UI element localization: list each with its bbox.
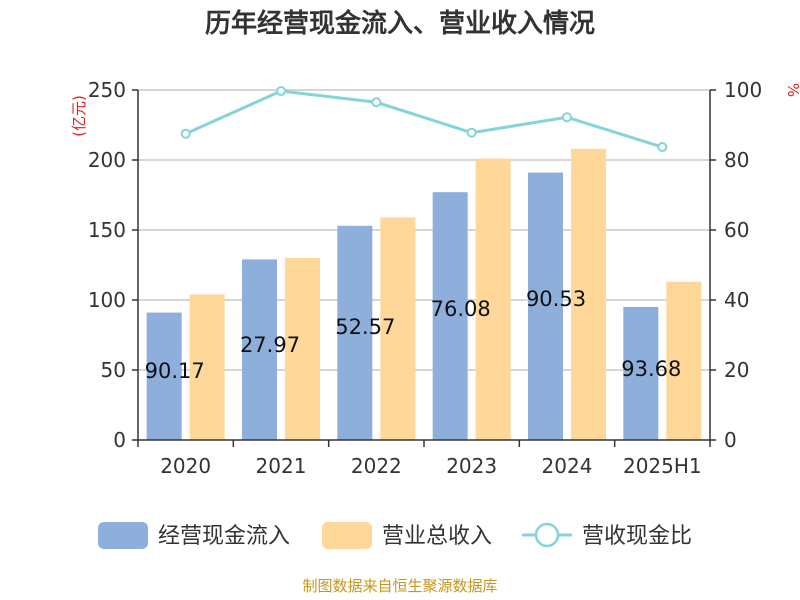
bar-revenue-2020 <box>189 294 225 440</box>
bar-revenue-2022 <box>380 217 416 440</box>
chart-title: 历年经营现金流入、营业收入情况 <box>205 8 595 39</box>
left-tick-label-100: 100 <box>88 288 126 312</box>
ratio-point-2022 <box>371 97 382 108</box>
bar-revenue-2021 <box>285 258 320 440</box>
ratio-point-2020 <box>180 128 191 139</box>
bar-revenue-2025H1 <box>666 281 702 440</box>
ratio-point-2024 <box>562 112 572 123</box>
legend-marker-ratio <box>534 522 560 548</box>
bar-cash-inflow-2025H1 <box>623 307 659 440</box>
right-tick-label-80: 80 <box>724 148 749 172</box>
left-tick-label-200: 200 <box>88 148 126 172</box>
right-tick-label-40: 40 <box>724 288 749 312</box>
data-label-2025H1: 93.68 <box>621 357 681 381</box>
axes: 0 50 100 150 200 250 0 20 40 60 80 100 2020 2021 2022 2… <box>88 78 762 478</box>
data-label-2021: 27.97 <box>240 333 300 357</box>
bar-cash-inflow-2024 <box>528 172 563 440</box>
x-tick-label-2025H1: 2025H1 <box>623 454 702 478</box>
right-axis-unit: % <box>784 83 800 97</box>
left-tick-label-50: 50 <box>101 358 126 382</box>
left-tick-label-250: 250 <box>88 78 126 102</box>
x-tick-label-2023: 2023 <box>446 454 497 478</box>
grid-lines <box>138 89 710 371</box>
ratio-point-2021 <box>276 86 286 97</box>
ratio-line <box>180 86 668 153</box>
right-tick-label-0: 0 <box>724 428 737 452</box>
ratio-line-path <box>185 89 663 149</box>
right-tick-label-20: 20 <box>724 358 749 382</box>
legend-swatch-revenue <box>322 522 372 549</box>
x-tick-label-2024: 2024 <box>542 454 593 478</box>
legend-label-ratio: 营收现金比 <box>582 524 692 549</box>
data-label-2020: 90.17 <box>145 359 205 383</box>
legend-label-revenue: 营业总收入 <box>382 524 492 549</box>
x-tick-label-2022: 2022 <box>351 454 402 478</box>
legend: 经营现金流入 营业总收入 营收现金比 <box>98 522 692 549</box>
bar-cash-inflow-2023 <box>432 192 468 440</box>
bar-cash-inflow-2020 <box>146 312 182 440</box>
ratio-point-2023 <box>466 127 477 138</box>
data-label-2023: 76.08 <box>431 297 491 321</box>
bar-cash-inflow-2021 <box>242 259 277 440</box>
bars <box>146 148 702 441</box>
bar-revenue-2023 <box>475 158 511 440</box>
bar-revenue-2024 <box>571 148 606 441</box>
left-tick-label-150: 150 <box>88 218 126 242</box>
right-tick-label-100: 100 <box>724 78 762 102</box>
left-tick-label-0: 0 <box>113 428 126 452</box>
left-axis-unit: (亿元) <box>70 95 88 137</box>
source-note: 制图数据来自恒生聚源数据库 <box>302 577 497 595</box>
data-label-2024: 90.53 <box>526 287 586 311</box>
legend-label-cash-inflow: 经营现金流入 <box>158 524 290 549</box>
right-tick-label-60: 60 <box>724 218 749 242</box>
legend-swatch-cash-inflow <box>98 522 148 549</box>
x-tick-label-2020: 2020 <box>160 454 211 478</box>
data-labels: 90.17 27.97 52.57 76.08 90.53 93.68 <box>145 287 682 383</box>
data-label-2022: 52.57 <box>335 315 395 339</box>
bar-cash-inflow-2022 <box>337 225 373 440</box>
ratio-point-2025H1 <box>657 142 668 153</box>
x-tick-label-2021: 2021 <box>256 454 307 478</box>
